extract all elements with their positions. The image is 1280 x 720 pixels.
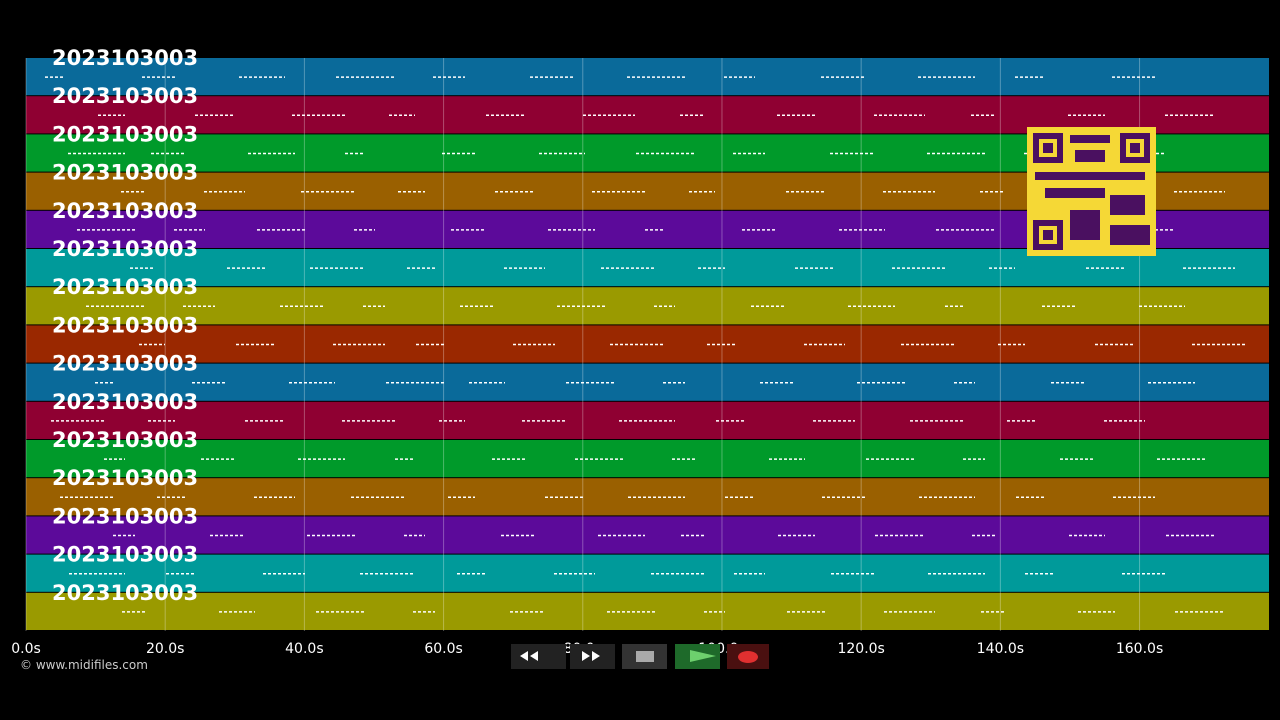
track-label: 2023103003: [52, 428, 198, 452]
track-row: [26, 516, 1269, 554]
track-labels: 2023103003 2023103003 2023103003 2023103003…: [52, 46, 198, 605]
tick-label: 20.0s: [146, 641, 184, 657]
track-row: [26, 554, 1269, 592]
track-label: 2023103003: [52, 46, 198, 70]
copyright: © www.midifiles.com: [20, 658, 148, 672]
track-row: [26, 287, 1269, 325]
track-label: 2023103003: [52, 161, 198, 185]
track-label: 2023103003: [52, 122, 198, 146]
track-row: [26, 478, 1269, 516]
track-label: 2023103003: [52, 543, 198, 567]
tick-label: 120.0s: [837, 641, 884, 657]
track-label: 2023103003: [52, 237, 198, 261]
track-label: 2023103003: [52, 352, 198, 376]
track-label: 2023103003: [52, 84, 198, 108]
tick-label: 160.0s: [1116, 641, 1163, 657]
track-label: 2023103003: [52, 504, 198, 528]
track-label: 2023103003: [52, 466, 198, 490]
track-label: 2023103003: [52, 313, 198, 337]
tick-label: 0.0s: [11, 641, 41, 657]
transport-controls: [511, 644, 769, 669]
track-label: 2023103003: [52, 390, 198, 414]
tick-label: 60.0s: [424, 641, 462, 657]
tracks: [26, 58, 1269, 630]
track-label: 2023103003: [52, 199, 198, 223]
qr-code: [1027, 127, 1156, 256]
track-label: 2023103003: [52, 275, 198, 299]
tick-label: 140.0s: [977, 641, 1024, 657]
rewind-button[interactable]: [511, 644, 566, 669]
track-label: 2023103003: [52, 581, 198, 605]
track-row: [26, 401, 1269, 439]
tick-label: 40.0s: [285, 641, 323, 657]
